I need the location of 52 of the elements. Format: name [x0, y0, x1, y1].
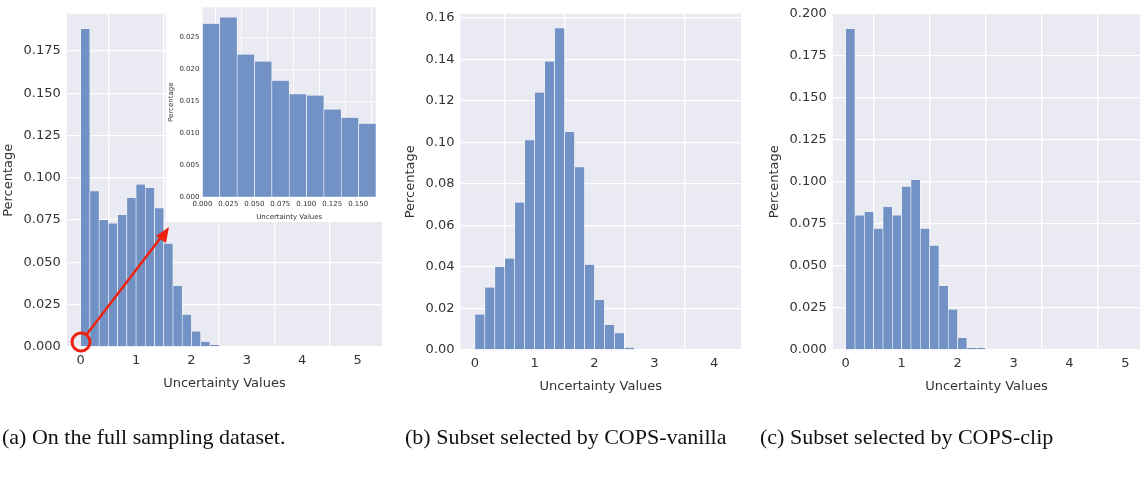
y-tick-label: 0.125	[789, 131, 827, 147]
y-tick-label: 0.10	[425, 133, 455, 149]
y-tick-label: 0.000	[23, 338, 61, 354]
y-axis-title: Percentage	[402, 145, 418, 219]
x-tick-label: 0	[841, 354, 850, 370]
y-tick-label: 0.100	[789, 173, 827, 189]
y-axis-title: Percentage	[0, 143, 16, 217]
y-tick-label: 0.050	[789, 257, 827, 273]
y-tick-label: 0.08	[425, 175, 455, 191]
y-tick-label: 0.075	[23, 211, 61, 227]
x-tick-label: 4	[709, 354, 719, 370]
y-tick-label: 0.100	[23, 169, 61, 185]
x-tick-label: 1	[530, 354, 539, 370]
y-tick-label: 0.075	[789, 215, 827, 231]
y-tick-label: 0.12	[425, 92, 455, 108]
y-tick-label: 0.150	[23, 84, 61, 100]
y-tick-label: 0.175	[23, 42, 61, 58]
text: (b) Subset selected by COPS-vanilla	[405, 423, 728, 451]
x-tick-label: 0	[470, 354, 480, 370]
y-tick-label: 0.000	[789, 341, 827, 357]
y-tick-label: 0.175	[789, 47, 827, 63]
y-tick-label: 0.150	[789, 89, 827, 105]
y-tick-label: 0.02	[425, 299, 455, 315]
x-tick-label: 1	[897, 354, 906, 370]
x-axis-title: Uncertainty Values	[163, 374, 286, 390]
text: (a) On the full sampling dataset.	[2, 423, 287, 451]
x-tick-label: 5	[1121, 354, 1130, 370]
y-tick-label: 0.025	[23, 295, 61, 311]
y-tick-label: 0.14	[425, 50, 455, 66]
y-tick-label: 0.04	[425, 258, 455, 274]
y-tick-label: 0.16	[425, 9, 455, 25]
x-tick-label: 4	[1065, 354, 1074, 370]
x-tick-label: 0	[76, 351, 85, 367]
y-tick-label: 0.025	[789, 299, 827, 315]
x-tick-label: 3	[1009, 354, 1018, 370]
x-tick-label: 2	[187, 351, 196, 367]
x-axis-title: Uncertainty Values	[925, 377, 1048, 393]
x-tick-label: 2	[953, 354, 962, 370]
y-axis-title: Percentage	[766, 145, 782, 219]
x-tick-label: 3	[242, 351, 251, 367]
x-tick-label: 3	[650, 354, 659, 370]
y-tick-label: 0.125	[23, 126, 61, 142]
y-tick-label: 0.00	[425, 341, 455, 357]
x-tick-label: 5	[353, 351, 362, 367]
x-tick-label: 1	[131, 351, 141, 367]
y-tick-label: 0.200	[789, 5, 827, 21]
y-tick-label: 0.050	[23, 253, 61, 269]
y-tick-label: 0.06	[425, 216, 455, 232]
text: (c) Subset selected by COPS-clip	[760, 423, 1055, 451]
x-tick-label: 2	[590, 354, 599, 370]
x-axis-title: Uncertainty Values	[539, 377, 663, 393]
x-tick-label: 4	[298, 351, 307, 367]
